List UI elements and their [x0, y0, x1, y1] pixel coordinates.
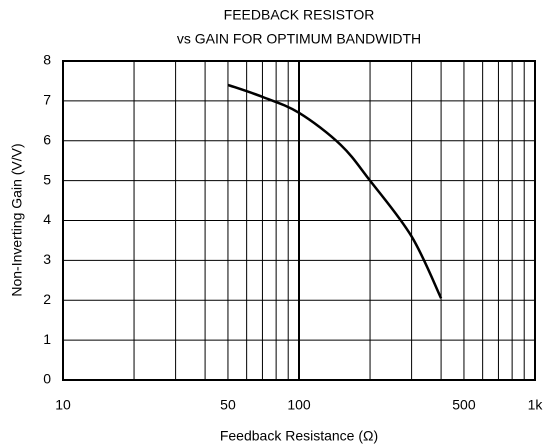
x-tick-label: 10	[55, 397, 71, 413]
x-tick-label: 500	[452, 397, 476, 413]
y-tick-label: 5	[43, 171, 51, 187]
y-tick-label: 4	[43, 211, 51, 227]
y-tick-label: 0	[43, 371, 51, 387]
y-tick-label: 1	[43, 331, 51, 347]
y-tick-label: 7	[43, 92, 51, 108]
y-tick-label: 6	[43, 131, 51, 147]
data-line	[227, 83, 443, 299]
y-tick-label: 2	[43, 291, 51, 307]
chart-title: vs GAIN FOR OPTIMUM BANDWIDTH	[177, 31, 421, 47]
y-tick-label: 3	[43, 251, 51, 267]
y-tick-label: 8	[43, 52, 51, 68]
x-axis-label: Feedback Resistance (Ω)	[220, 428, 378, 444]
chart-title: FEEDBACK RESISTOR	[224, 7, 375, 23]
x-tick-label: 100	[287, 397, 311, 413]
y-axis-label: Non-Inverting Gain (V/V)	[9, 143, 25, 296]
plot-frame	[62, 60, 536, 381]
x-tick-label: 1k	[528, 397, 544, 413]
x-tick-label: 50	[220, 397, 236, 413]
